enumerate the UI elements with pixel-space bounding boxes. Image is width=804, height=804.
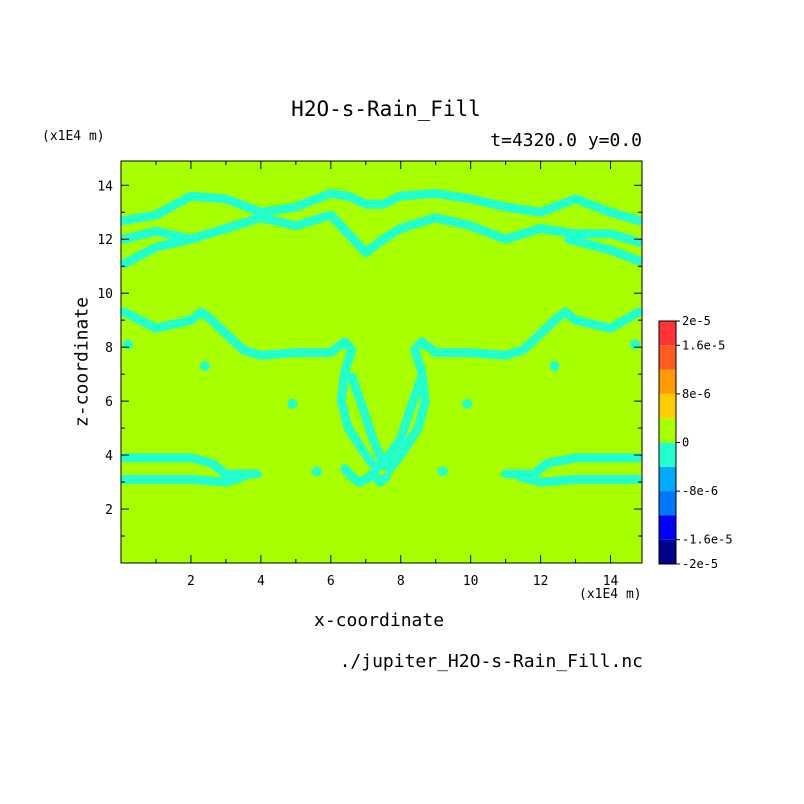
colorbar-segment [659,393,676,419]
colorbar-label: -1.6e-5 [682,533,733,547]
x-tick-label: 8 [397,574,405,589]
contour-layer [121,188,642,487]
contour-spot-0 [311,466,322,477]
x-tick-label: 4 [257,574,265,589]
colorbar-segment [659,466,676,492]
contour-band-7 [121,453,262,479]
colorbar-segment [659,345,676,370]
chart-title: H2O-s-Rain_Fill [291,97,481,121]
x-tick-label: 6 [327,574,335,589]
contour-band-6 [347,307,642,474]
colorbar-label: -8e-6 [682,484,718,498]
contour-band-1 [121,210,642,258]
x-tick-label: 10 [463,574,479,589]
colorbar-label: 2e-5 [682,314,711,328]
plot-frame [120,160,643,564]
colorbar-label: -2e-5 [682,557,718,571]
contour-band-5 [340,464,392,487]
colorbar-segment [659,539,676,564]
colorbar-segment [659,515,676,540]
contour-spot-3 [462,398,473,409]
y-axis-unit: (x1E4 m) [42,129,105,144]
source-file-label: ./jupiter_H2O-s-Rain_Fill.nc [339,651,643,672]
contour-band-9 [501,453,642,479]
colorbar-segment [659,491,676,516]
y-tick-label: 2 [105,503,113,518]
contour-spot-7 [549,361,560,372]
axis-layer: 2 4 6 8 10 12 14 2 4 6 8 10 12 14 [97,161,642,589]
contour-band-2 [121,234,196,268]
y-tick-label: 4 [105,449,113,464]
contour-spot-4 [122,339,133,350]
contour-spot-6 [199,361,210,372]
colorbar-segment [659,442,676,467]
colorbar: 2e-5 1.6e-5 8e-6 0 -8e-6 -1.6e-5 -2e-5 [658,314,733,571]
contour-band-8 [121,472,248,487]
contour-band-3 [564,234,642,266]
contour-spot-5 [630,339,641,350]
colorbar-label: 0 [682,436,689,450]
colorbar-label: 8e-6 [682,387,711,401]
y-tick-label: 8 [105,341,113,356]
chart-subtitle: t=4320.0 y=0.0 [490,130,642,151]
x-tick-label: 2 [187,574,195,589]
contour-band-10 [515,472,642,487]
colorbar-segment [659,369,676,394]
colorbar-segment [659,418,676,443]
x-axis-label: x-coordinate [314,610,445,631]
y-tick-label: 10 [97,287,113,302]
contour-band-0 [121,188,642,225]
colorbar-segment [659,321,676,346]
x-axis-unit: (x1E4 m) [579,587,642,602]
x-tick-label: 14 [603,574,619,589]
colorbar-label: 1.6e-5 [682,338,725,352]
y-tick-label: 6 [105,395,113,410]
y-tick-label: 12 [97,233,113,248]
x-tick-label: 12 [533,574,549,589]
contour-spot-2 [287,398,298,409]
contour-spot-1 [437,466,448,477]
y-tick-label: 14 [97,179,113,194]
plot-area [121,161,642,563]
